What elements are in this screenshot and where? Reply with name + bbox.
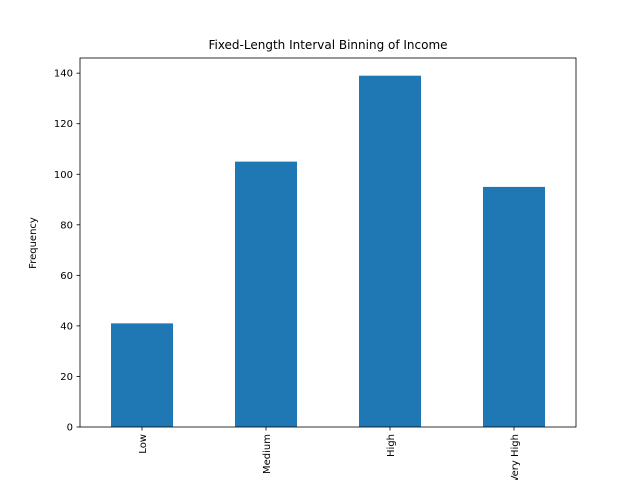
axes-layer: 0 20 40 60 80 100 120 140 Low Medium High Very High (54, 57, 577, 480)
x-tick-label: Very High (510, 434, 521, 480)
plot-frame (79, 57, 577, 428)
bar (483, 186, 545, 427)
bar (111, 323, 173, 427)
bars-layer (111, 75, 545, 427)
y-tick-label: 140 (54, 69, 73, 80)
y-tick-label: 0 (67, 423, 73, 434)
y-tick-label: 40 (60, 321, 73, 332)
y-tick-label: 80 (60, 220, 73, 231)
bar (235, 161, 297, 427)
y-axis-label: Frequency (28, 217, 39, 269)
y-tick-label: 120 (54, 119, 73, 130)
chart-title: Fixed-Length Interval Binning of Income (208, 38, 447, 52)
x-tick-label: High (386, 434, 397, 457)
x-tick-label: Low (138, 434, 149, 454)
y-tick-label: 20 (60, 372, 73, 383)
bar (359, 75, 421, 427)
y-tick-label: 100 (54, 170, 73, 181)
x-tick-label: Medium (262, 434, 273, 474)
y-tick-label: 60 (60, 271, 73, 282)
